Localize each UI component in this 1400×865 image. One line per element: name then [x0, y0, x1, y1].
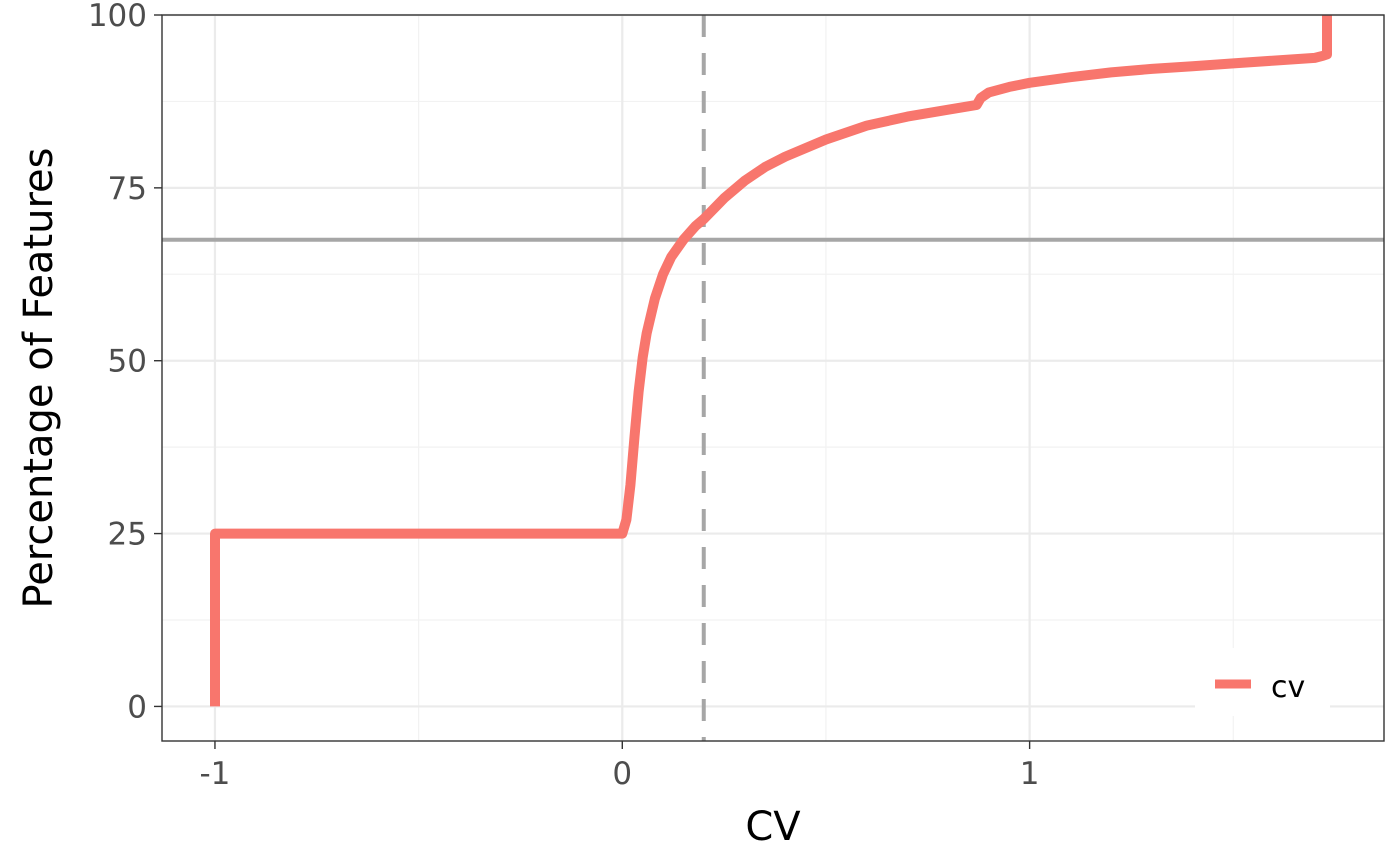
reference-lines [162, 15, 1384, 741]
plot-panel [162, 15, 1384, 741]
x-tick-label: 1 [1020, 756, 1040, 792]
series-layer [210, 15, 1332, 707]
x-axis-title: CV [745, 804, 801, 850]
y-axis-ticks: 0 25 50 75 100 [88, 0, 162, 725]
minor-gridlines [162, 15, 1384, 741]
y-tick-label: 75 [108, 171, 147, 207]
y-tick-label: 100 [88, 0, 147, 34]
x-tick-label: -1 [199, 756, 230, 792]
y-tick-label: 50 [108, 344, 147, 380]
y-tick-label: 25 [108, 517, 147, 553]
y-axis-title: Percentage of Features [16, 148, 62, 609]
series-line-cv [210, 15, 1332, 707]
x-tick-label: 0 [612, 756, 632, 792]
plot-panel-border [161, 14, 1385, 742]
x-axis-ticks: -1 0 1 [199, 741, 1039, 792]
y-tick-label: 0 [127, 689, 147, 725]
legend-label-cv: cv [1271, 670, 1305, 705]
legend: cv [1195, 648, 1330, 716]
